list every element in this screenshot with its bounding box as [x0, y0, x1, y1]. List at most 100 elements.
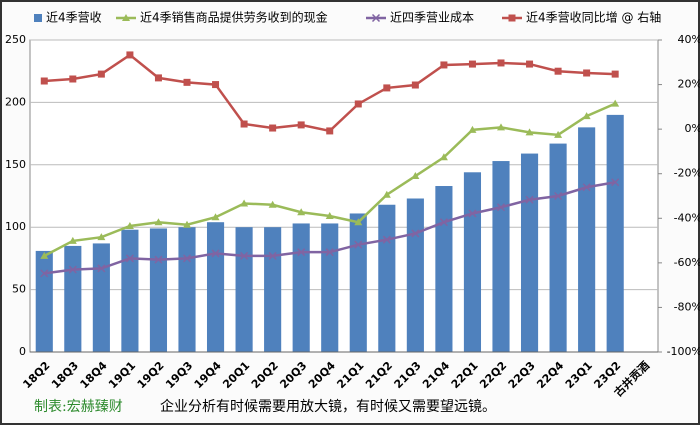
line-marker: [583, 69, 591, 77]
bar: [121, 229, 139, 352]
line-marker: [326, 127, 334, 135]
line-marker: [371, 13, 381, 23]
line-marker: [297, 248, 306, 257]
line-marker: [554, 191, 563, 201]
bar: [206, 222, 225, 352]
bar: [378, 204, 396, 352]
legend-label: 近4季营收同比增 @ 右轴: [526, 10, 661, 25]
y-tick-label: 250: [5, 33, 26, 46]
y2-tick-label: -40%: [674, 211, 700, 224]
line-marker: [582, 112, 591, 120]
line-marker: [68, 265, 77, 274]
bar: [292, 223, 310, 352]
y2-tick-label: -100%: [667, 345, 700, 358]
bar: [321, 223, 339, 352]
line-marker: [183, 78, 191, 86]
line-marker: [468, 125, 477, 133]
line-marker: [611, 70, 619, 78]
line-marker: [525, 195, 534, 204]
line-marker: [68, 236, 77, 244]
line-marker: [240, 120, 248, 128]
line-marker: [268, 251, 277, 260]
line-marker: [97, 264, 106, 273]
line-marker: [611, 178, 620, 187]
bar: [578, 127, 596, 352]
line-marker: [212, 81, 220, 89]
line-marker: [440, 61, 448, 69]
bar: [549, 143, 567, 352]
y2-tick-label: -20%: [674, 167, 700, 180]
y2-tick-label: -80%: [674, 300, 700, 313]
line-marker: [154, 218, 163, 226]
y-tick-label: 100: [5, 220, 26, 233]
line-marker: [154, 255, 163, 264]
y2-tick-label: 0%: [685, 122, 700, 135]
bar: [92, 243, 110, 352]
line-marker: [468, 209, 477, 218]
y2-tick-label: 40%: [678, 33, 700, 46]
line-marker: [211, 249, 220, 258]
line-marker: [183, 220, 191, 228]
legend-label: 近4季营收: [46, 11, 102, 25]
line-marker: [125, 221, 134, 229]
line-marker: [297, 208, 306, 216]
line-marker: [154, 74, 162, 82]
line-marker: [525, 128, 534, 136]
bar: [235, 227, 253, 352]
line-marker: [554, 67, 562, 75]
line-marker: [554, 130, 563, 138]
line-marker: [468, 60, 476, 68]
line-marker: [411, 172, 420, 180]
bar: [606, 114, 624, 352]
y-tick-label: 50: [12, 283, 26, 296]
line-marker: [325, 248, 334, 257]
line-marker: [182, 254, 192, 263]
line-marker: [269, 124, 277, 132]
line-marker: [268, 200, 277, 208]
line-marker: [439, 218, 448, 227]
bar: [349, 213, 367, 352]
line-marker: [383, 84, 391, 92]
bar: [264, 227, 282, 352]
line-marker: [611, 99, 620, 107]
legend-label: 近4季销售商品提供劳务收到的现金: [140, 10, 328, 25]
line-marker: [354, 240, 363, 249]
line-marker: [496, 203, 506, 212]
bar: [178, 227, 196, 352]
line-marker: [97, 70, 105, 78]
line-marker: [354, 218, 363, 226]
line-marker: [382, 235, 391, 244]
line-marker: [382, 190, 391, 198]
annotation: 制表:宏赫臻财: [34, 399, 123, 415]
bar: [435, 186, 453, 352]
line-marker: [354, 100, 362, 108]
line-marker: [122, 14, 130, 21]
y-tick-label: 0: [19, 345, 26, 358]
line-marker: [497, 59, 505, 67]
bar: [520, 153, 539, 352]
line-marker: [325, 211, 334, 219]
legend-swatch: [34, 14, 42, 22]
line-marker: [211, 213, 220, 221]
bar: [463, 172, 482, 352]
line-marker: [508, 14, 516, 22]
line-marker: [411, 229, 420, 238]
bar: [64, 245, 82, 352]
y2-tick-label: -60%: [674, 256, 700, 269]
line-marker: [297, 121, 305, 129]
bar: [492, 161, 510, 352]
bar: [406, 198, 424, 352]
line-marker: [97, 233, 106, 241]
legend-label: 近四季营业成本: [390, 11, 474, 25]
annotation: 企业分析有时候需要用放大镜，有时候又需要望远镜。: [160, 398, 496, 415]
line-marker: [526, 60, 534, 68]
bar: [35, 250, 53, 352]
line-marker: [125, 254, 134, 263]
y-tick-label: 200: [5, 95, 26, 108]
line-marker: [411, 81, 419, 89]
y-tick-label: 150: [5, 158, 26, 171]
line-marker: [582, 183, 591, 192]
line-marker: [126, 51, 134, 59]
line-marker: [40, 77, 48, 85]
